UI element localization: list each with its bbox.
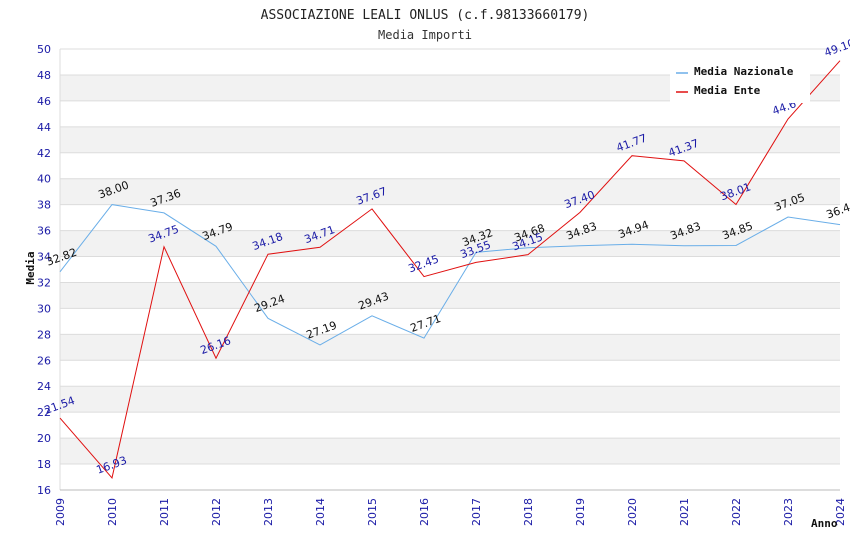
- data-label-nazionale: 27.71: [409, 312, 443, 335]
- y-tick-label: 48: [37, 69, 51, 82]
- y-tick-label: 30: [37, 302, 51, 315]
- y-tick-label: 50: [37, 43, 51, 56]
- chart-title: ASSOCIAZIONE LEALI ONLUS (c.f.9813366017…: [261, 8, 590, 23]
- x-tick-label: 2023: [782, 498, 795, 526]
- y-tick-label: 24: [37, 380, 51, 393]
- y-axis-label: Media: [24, 251, 37, 284]
- grid-bands: [60, 74, 840, 465]
- x-tick-label: 2016: [418, 498, 431, 526]
- y-tick-label: 18: [37, 458, 51, 471]
- y-tick-label: 16: [37, 484, 51, 497]
- grid-band: [60, 230, 840, 257]
- x-axis-label: Anno: [811, 517, 838, 530]
- x-tick-label: 2011: [158, 498, 171, 526]
- x-tick-label: 2012: [210, 498, 223, 526]
- x-tick-label: 2021: [678, 498, 691, 526]
- x-axis-ticks: 2009 2010 2011 2012 2013 2014 2015 2016 2017 2018…: [54, 498, 847, 526]
- y-tick-label: 32: [37, 276, 51, 289]
- y-tick-label: 28: [37, 328, 51, 341]
- legend-box: [670, 61, 810, 103]
- chart-subtitle: Media Importi: [378, 28, 472, 42]
- series-lines: [59, 60, 841, 479]
- x-tick-label: 2010: [106, 498, 119, 526]
- y-tick-label: 40: [37, 173, 51, 186]
- y-tick-label: 20: [37, 432, 51, 445]
- y-axis-ticks: 16 18 20 22 24 26 28 30 32 34 36 38 40 42 44 46 48 50: [37, 43, 51, 497]
- data-label-ente: 49.10: [823, 37, 850, 60]
- y-tick-label: 42: [37, 147, 51, 160]
- y-tick-label: 36: [37, 225, 51, 238]
- x-tick-label: 2020: [626, 498, 639, 526]
- x-tick-label: 2017: [470, 498, 483, 526]
- grid-band: [60, 126, 840, 153]
- x-tick-label: 2022: [730, 498, 743, 526]
- legend-label-nazionale: Media Nazionale: [694, 65, 794, 78]
- legend-label-ente: Media Ente: [694, 84, 761, 97]
- y-tick-label: 26: [37, 354, 51, 367]
- grid-band: [60, 438, 840, 465]
- legend: Media Nazionale Media Ente: [670, 61, 810, 103]
- x-tick-label: 2014: [314, 498, 327, 526]
- x-tick-label: 2018: [522, 498, 535, 526]
- series-line-ente: [59, 60, 841, 479]
- x-tick-label: 2024: [834, 498, 847, 526]
- x-tick-label: 2009: [54, 498, 67, 526]
- y-tick-label: 22: [37, 406, 51, 419]
- grid-band: [60, 386, 840, 413]
- y-tick-label: 44: [37, 121, 51, 134]
- grid-band: [60, 334, 840, 361]
- series-line-nazionale: [59, 204, 841, 346]
- x-tick-label: 2013: [262, 498, 275, 526]
- y-tick-label: 34: [37, 251, 51, 264]
- x-tick-label: 2015: [366, 498, 379, 526]
- y-tick-label: 46: [37, 95, 51, 108]
- x-tick-label: 2019: [574, 498, 587, 526]
- y-tick-label: 38: [37, 199, 51, 212]
